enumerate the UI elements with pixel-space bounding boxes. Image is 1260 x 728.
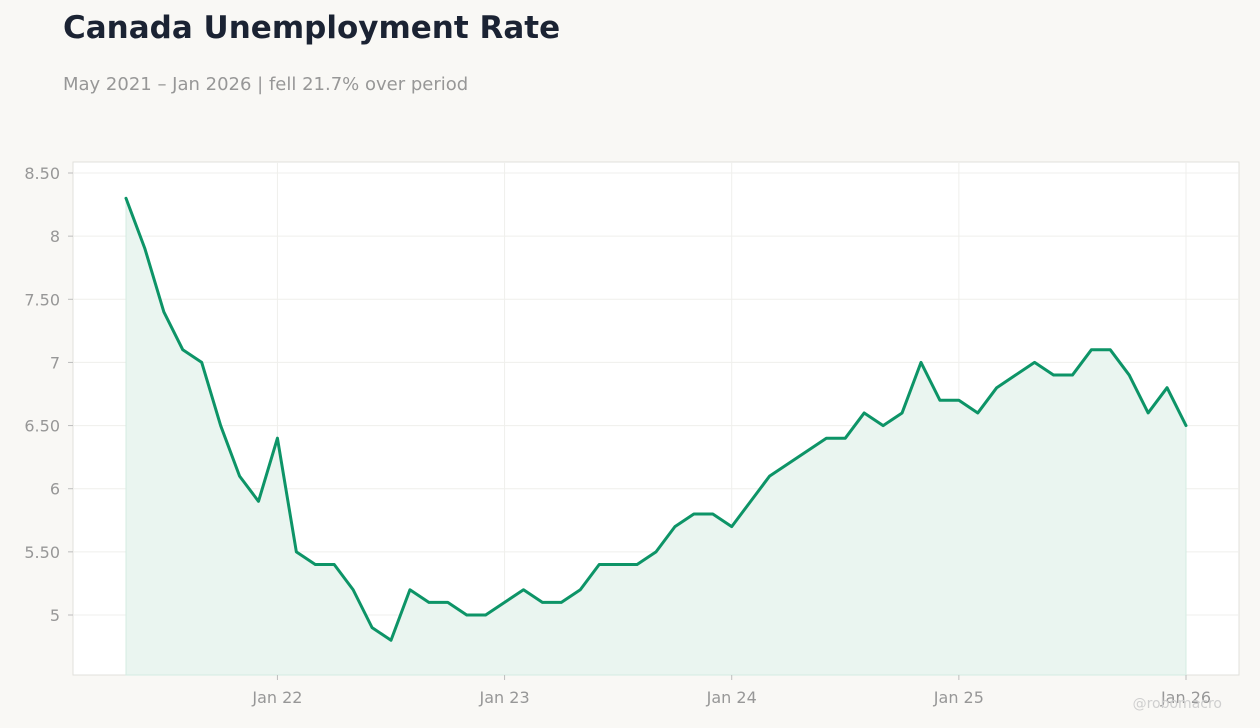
series-line	[124, 196, 1188, 642]
y-tick-label: 5	[50, 606, 60, 625]
watermark: @robomacro	[1132, 696, 1222, 712]
x-tick-label: Jan 25	[933, 688, 984, 707]
y-axis: 5 5.50 6 6.50 7 7.50 8 8.50	[24, 164, 73, 625]
y-tick-label: 6	[50, 480, 60, 499]
y-tick-label: 5.50	[24, 543, 60, 562]
x-tick-label: Jan 23	[479, 688, 530, 707]
y-tick-label: 8	[50, 227, 60, 246]
x-tick-label: Jan 22	[251, 688, 302, 707]
y-tick-label: 7	[50, 353, 60, 372]
x-tick-label: Jan 24	[706, 688, 757, 707]
chart-subtitle: May 2021 – Jan 2026 | fell 21.7% over pe…	[63, 74, 469, 95]
chart-title: Canada Unemployment Rate	[63, 10, 561, 46]
y-tick-label: 8.50	[24, 164, 60, 183]
y-tick-label: 6.50	[24, 417, 60, 436]
y-tick-label: 7.50	[24, 290, 60, 309]
series-line-layer	[124, 196, 1188, 642]
x-tick-label: Jan 26	[1160, 688, 1211, 707]
x-axis: Jan 22 Jan 23 Jan 24 Jan 25 Jan 26	[251, 675, 1211, 707]
